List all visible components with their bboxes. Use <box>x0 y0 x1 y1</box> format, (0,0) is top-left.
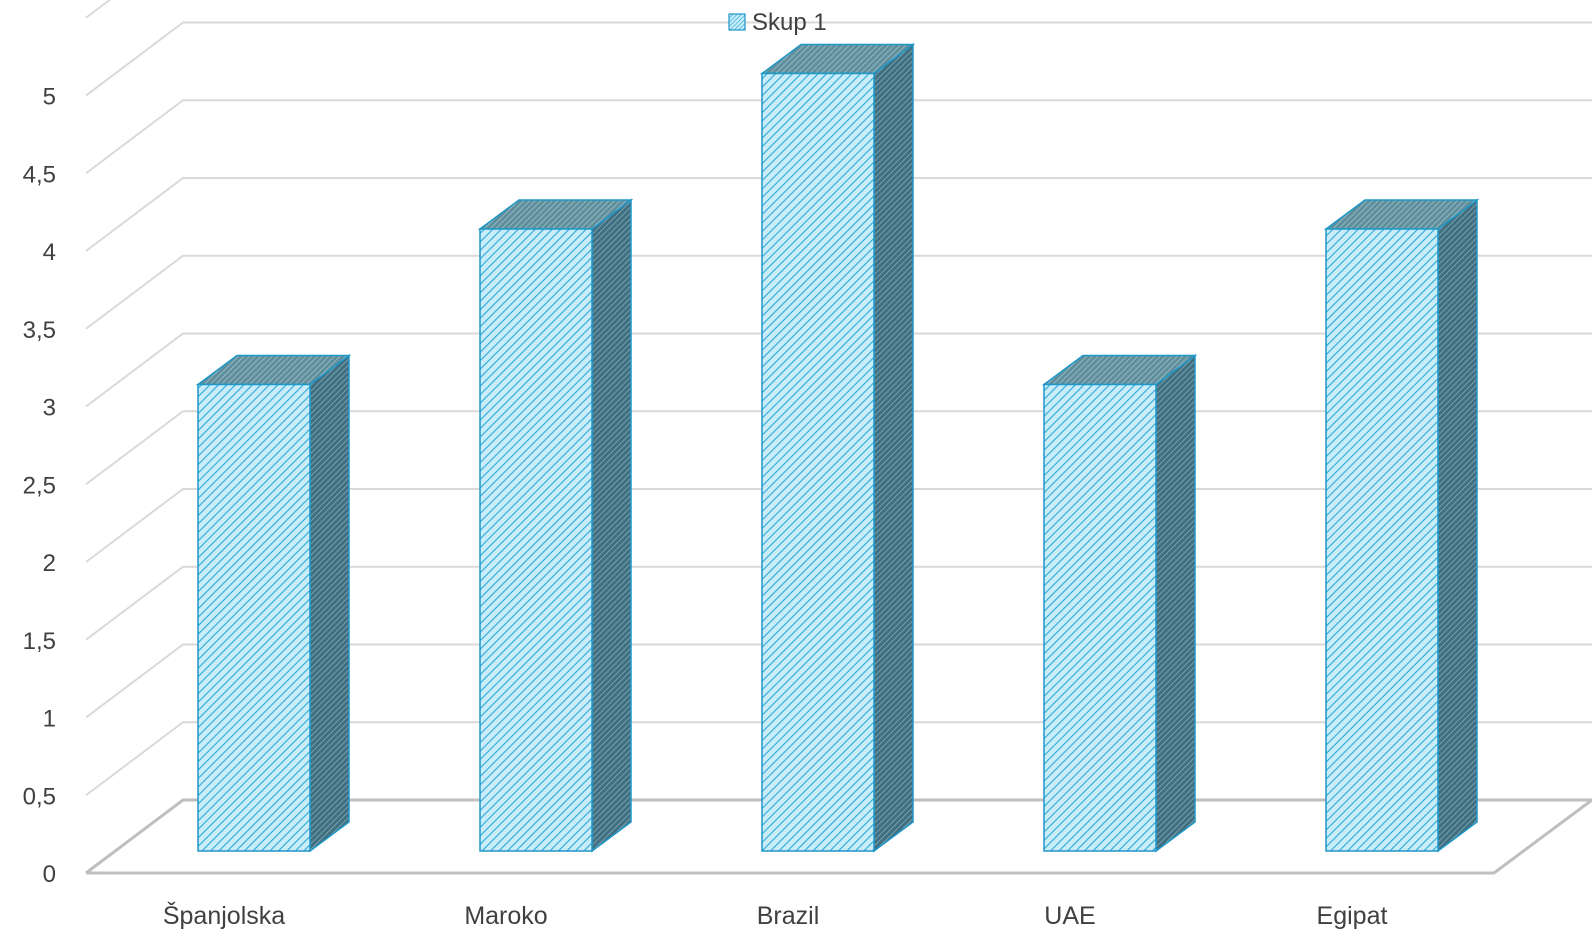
legend-label-skup-1: Skup 1 <box>752 9 827 36</box>
x-tick-label: Maroko <box>464 902 547 930</box>
bar-group <box>195 354 352 853</box>
y-tick-label: 3,5 <box>23 317 56 344</box>
bar-front-face <box>761 72 875 852</box>
y-tick-label: 4 <box>43 239 56 266</box>
gridline <box>85 254 1592 330</box>
gridline <box>85 99 1592 175</box>
floor-front-edge <box>86 798 1592 875</box>
y-tick-label: 5 <box>43 84 56 111</box>
y-tick-label: 0 <box>43 861 56 888</box>
bar-side-face <box>309 354 350 853</box>
x-tick-label: Brazil <box>757 902 820 930</box>
bar-front-face <box>479 228 593 852</box>
y-tick-label: 3 <box>43 395 56 422</box>
bar-group <box>477 198 634 853</box>
gridline <box>85 0 112 19</box>
bar-group <box>1323 198 1480 853</box>
x-axis-category-labels: Španjolska Maroko Brazil UAE Egipat <box>163 901 1388 930</box>
gridline <box>85 21 1592 97</box>
gridline <box>85 177 1592 252</box>
bar-front-face <box>1325 228 1439 852</box>
bar-side-face <box>1437 198 1478 853</box>
y-tick-label: 1,5 <box>23 628 56 655</box>
bars <box>195 43 1480 853</box>
y-tick-label: 1 <box>43 706 56 733</box>
bar-side-face <box>591 198 632 853</box>
gridlines <box>85 0 1592 797</box>
legend-swatch <box>728 13 746 31</box>
x-tick-label: UAE <box>1044 902 1095 930</box>
bar-front-face <box>1043 383 1157 852</box>
x-tick-label: Španjolska <box>163 901 285 930</box>
bar-group <box>1041 354 1198 853</box>
y-tick-label: 2,5 <box>23 472 56 499</box>
bar-side-face <box>873 43 914 853</box>
bar-front-face <box>197 383 311 852</box>
gridline <box>85 332 1592 408</box>
x-tick-label: Egipat <box>1317 902 1388 930</box>
bar-side-face <box>1155 354 1196 853</box>
y-tick-label: 2 <box>43 550 56 577</box>
bar-group <box>759 43 916 853</box>
y-axis-tick-labels: 0 0,5 1 1,5 2 2,5 3 3,5 4 4,5 5 <box>23 84 56 889</box>
legend: Skup 1 <box>728 9 827 36</box>
y-tick-label: 4,5 <box>23 161 56 188</box>
y-tick-label: 0,5 <box>23 783 56 810</box>
